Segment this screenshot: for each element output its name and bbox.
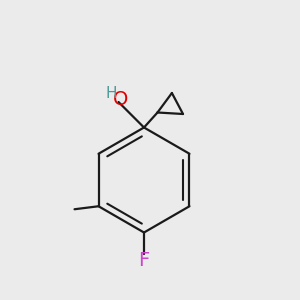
Text: O: O [113, 89, 128, 109]
Text: H: H [106, 85, 117, 100]
Text: F: F [138, 250, 150, 270]
